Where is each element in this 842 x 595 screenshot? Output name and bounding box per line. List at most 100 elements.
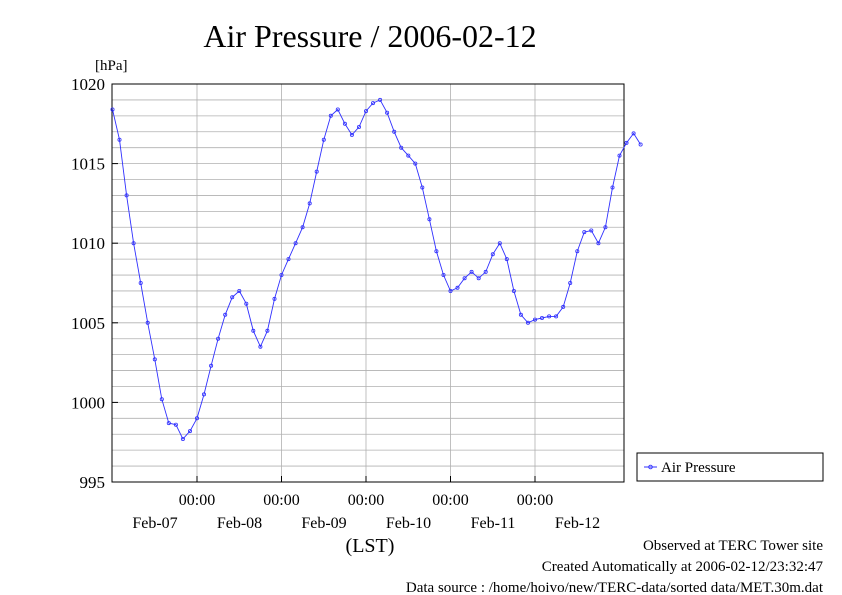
data-point bbox=[124, 193, 129, 198]
data-point bbox=[314, 169, 319, 174]
x-tick-date-label: Feb-11 bbox=[471, 515, 516, 532]
grid bbox=[112, 84, 624, 482]
data-point bbox=[603, 225, 608, 230]
data-point bbox=[349, 132, 354, 137]
data-point bbox=[399, 145, 404, 150]
data-point bbox=[110, 107, 115, 112]
x-axis-ticks: 00:00Feb-0700:00Feb-0800:00Feb-0900:00Fe… bbox=[132, 476, 600, 532]
plot-frame bbox=[111, 83, 625, 483]
data-point bbox=[596, 241, 601, 246]
data-point bbox=[152, 357, 157, 362]
x-axis-label: (LST) bbox=[346, 535, 395, 557]
data-point bbox=[145, 320, 150, 325]
legend: Air Pressure bbox=[636, 452, 824, 482]
data-point bbox=[307, 201, 312, 206]
data-point bbox=[378, 97, 383, 102]
legend-marker-sample bbox=[648, 464, 653, 470]
data-point bbox=[469, 269, 474, 274]
data-point bbox=[624, 140, 629, 145]
data-point bbox=[490, 252, 495, 257]
footer-observed-site: Observed at TERC Tower site bbox=[643, 538, 823, 554]
data-point bbox=[216, 336, 221, 341]
data-point bbox=[286, 257, 291, 262]
x-tick-date-label: Feb-10 bbox=[386, 515, 431, 532]
data-point bbox=[483, 269, 488, 274]
data-point bbox=[328, 113, 333, 118]
data-point bbox=[504, 257, 509, 262]
data-point bbox=[370, 101, 375, 106]
y-tick-label: 1010 bbox=[71, 234, 105, 253]
data-point bbox=[441, 272, 446, 277]
data-point bbox=[279, 272, 284, 277]
data-point bbox=[138, 280, 143, 285]
data-point bbox=[201, 392, 206, 397]
data-point bbox=[575, 249, 580, 254]
data-point bbox=[117, 137, 122, 142]
y-tick-label: 1015 bbox=[71, 155, 105, 174]
data-point bbox=[462, 276, 467, 281]
data-point bbox=[610, 185, 615, 190]
data-point bbox=[533, 317, 538, 322]
data-point bbox=[568, 280, 573, 285]
x-tick-date-label: Feb-07 bbox=[132, 515, 177, 532]
y-tick-label: 1020 bbox=[71, 75, 105, 94]
data-point bbox=[582, 230, 587, 235]
data-point bbox=[272, 296, 277, 301]
data-point bbox=[511, 288, 516, 293]
data-point bbox=[427, 217, 432, 222]
x-tick-date-label: Feb-12 bbox=[555, 515, 600, 532]
data-point bbox=[244, 301, 249, 306]
data-point bbox=[540, 315, 545, 320]
data-point bbox=[265, 328, 270, 333]
chart-title: Air Pressure / 2006-02-12 bbox=[203, 18, 536, 54]
data-point bbox=[406, 153, 411, 158]
data-point bbox=[131, 241, 136, 246]
data-point bbox=[223, 312, 228, 317]
data-point bbox=[476, 276, 481, 281]
data-point bbox=[455, 285, 460, 290]
data-point bbox=[526, 320, 531, 325]
legend-box bbox=[636, 452, 824, 482]
data-point bbox=[300, 225, 305, 230]
data-point bbox=[251, 328, 256, 333]
data-point bbox=[342, 121, 347, 126]
data-point bbox=[413, 161, 418, 166]
y-tick-label: 995 bbox=[80, 473, 106, 492]
data-point bbox=[173, 422, 178, 427]
data-point bbox=[448, 288, 453, 293]
data-point bbox=[180, 436, 185, 441]
x-tick-time-label: 00:00 bbox=[432, 492, 468, 509]
x-tick-time-label: 00:00 bbox=[179, 492, 215, 509]
data-point bbox=[518, 312, 523, 317]
data-point bbox=[638, 142, 643, 147]
data-point bbox=[631, 131, 636, 136]
x-tick-date-label: Feb-08 bbox=[217, 515, 262, 532]
data-point bbox=[554, 314, 559, 319]
data-point bbox=[209, 363, 214, 368]
data-point bbox=[187, 429, 192, 434]
data-point bbox=[385, 110, 390, 115]
legend-label-air-pressure: Air Pressure bbox=[661, 460, 736, 476]
series-line-air-pressure bbox=[112, 99, 641, 440]
data-point bbox=[293, 241, 298, 246]
data-point bbox=[159, 397, 164, 402]
data-point bbox=[194, 416, 199, 421]
footer-created-timestamp: Created Automatically at 2006-02-12/23:3… bbox=[542, 559, 824, 575]
x-tick-date-label: Feb-09 bbox=[301, 515, 346, 532]
data-point bbox=[258, 344, 263, 349]
x-tick-time-label: 00:00 bbox=[517, 492, 553, 509]
y-axis-unit-label: [hPa] bbox=[95, 58, 128, 74]
data-point bbox=[166, 421, 171, 426]
y-tick-label: 1005 bbox=[71, 314, 105, 333]
data-point bbox=[589, 228, 594, 233]
y-axis-ticks: 995 1000 1005 1010 1015 1020 bbox=[71, 75, 118, 492]
data-point bbox=[420, 185, 425, 190]
data-point bbox=[363, 109, 368, 114]
data-point bbox=[497, 241, 502, 246]
data-point bbox=[237, 288, 242, 293]
y-tick-label: 1000 bbox=[71, 393, 105, 412]
x-tick-time-label: 00:00 bbox=[348, 492, 384, 509]
data-point bbox=[356, 125, 361, 130]
data-point bbox=[392, 129, 397, 134]
